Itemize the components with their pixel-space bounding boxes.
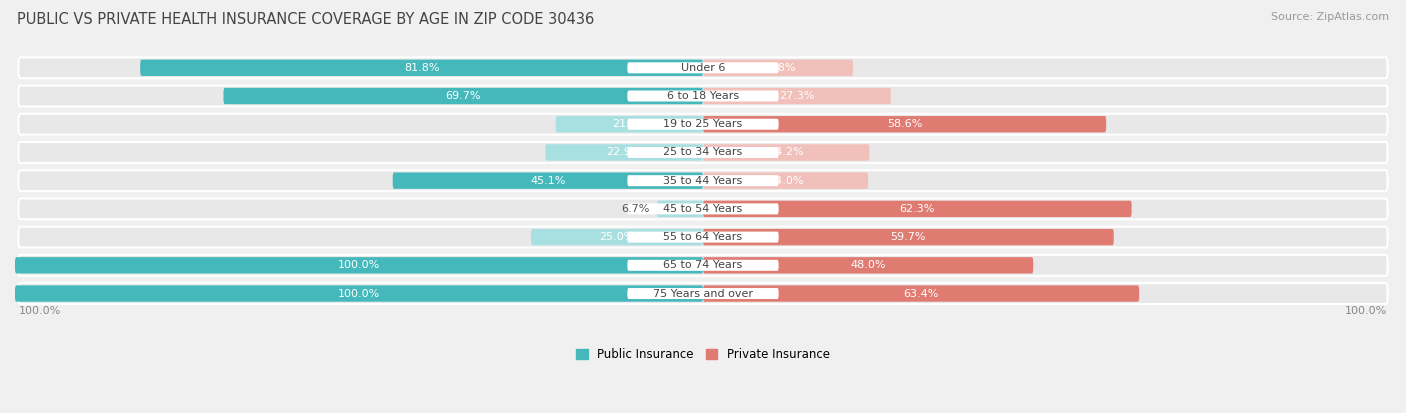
FancyBboxPatch shape	[18, 170, 1388, 191]
Text: 100.0%: 100.0%	[337, 260, 380, 271]
FancyBboxPatch shape	[627, 175, 779, 186]
Text: 6 to 18 Years: 6 to 18 Years	[666, 91, 740, 101]
Text: 63.4%: 63.4%	[904, 289, 939, 299]
Text: 75 Years and over: 75 Years and over	[652, 289, 754, 299]
Text: PUBLIC VS PRIVATE HEALTH INSURANCE COVERAGE BY AGE IN ZIP CODE 30436: PUBLIC VS PRIVATE HEALTH INSURANCE COVER…	[17, 12, 595, 27]
FancyBboxPatch shape	[627, 62, 779, 73]
FancyBboxPatch shape	[703, 59, 853, 76]
Text: 100.0%: 100.0%	[337, 289, 380, 299]
FancyBboxPatch shape	[657, 201, 703, 217]
Legend: Public Insurance, Private Insurance: Public Insurance, Private Insurance	[571, 343, 835, 366]
Text: 81.8%: 81.8%	[404, 63, 439, 73]
Text: 65 to 74 Years: 65 to 74 Years	[664, 260, 742, 271]
FancyBboxPatch shape	[703, 144, 869, 161]
FancyBboxPatch shape	[18, 114, 1388, 135]
Text: 69.7%: 69.7%	[446, 91, 481, 101]
FancyBboxPatch shape	[703, 201, 1132, 217]
FancyBboxPatch shape	[18, 57, 1388, 78]
FancyBboxPatch shape	[627, 232, 779, 242]
FancyBboxPatch shape	[627, 288, 779, 299]
FancyBboxPatch shape	[703, 173, 868, 189]
Text: Source: ZipAtlas.com: Source: ZipAtlas.com	[1271, 12, 1389, 22]
Text: 27.3%: 27.3%	[779, 91, 814, 101]
Text: 19 to 25 Years: 19 to 25 Years	[664, 119, 742, 129]
FancyBboxPatch shape	[531, 229, 703, 245]
Text: 25 to 34 Years: 25 to 34 Years	[664, 147, 742, 157]
FancyBboxPatch shape	[18, 142, 1388, 163]
Text: 21.4%: 21.4%	[612, 119, 647, 129]
FancyBboxPatch shape	[18, 227, 1388, 247]
FancyBboxPatch shape	[546, 144, 703, 161]
FancyBboxPatch shape	[627, 119, 779, 130]
Text: 48.0%: 48.0%	[851, 260, 886, 271]
FancyBboxPatch shape	[703, 229, 1114, 245]
Text: 24.0%: 24.0%	[768, 176, 803, 186]
Text: 21.8%: 21.8%	[761, 63, 796, 73]
FancyBboxPatch shape	[15, 285, 703, 302]
FancyBboxPatch shape	[18, 198, 1388, 219]
FancyBboxPatch shape	[627, 260, 779, 271]
FancyBboxPatch shape	[703, 116, 1107, 133]
Text: 100.0%: 100.0%	[1346, 306, 1388, 316]
Text: 45.1%: 45.1%	[530, 176, 565, 186]
FancyBboxPatch shape	[703, 257, 1033, 273]
FancyBboxPatch shape	[18, 283, 1388, 304]
FancyBboxPatch shape	[703, 88, 891, 104]
Text: 24.2%: 24.2%	[769, 147, 804, 157]
FancyBboxPatch shape	[15, 257, 703, 273]
Text: 100.0%: 100.0%	[18, 306, 60, 316]
Text: 62.3%: 62.3%	[900, 204, 935, 214]
FancyBboxPatch shape	[627, 90, 779, 102]
Text: 55 to 64 Years: 55 to 64 Years	[664, 232, 742, 242]
Text: 59.7%: 59.7%	[890, 232, 927, 242]
Text: 45 to 54 Years: 45 to 54 Years	[664, 204, 742, 214]
Text: Under 6: Under 6	[681, 63, 725, 73]
FancyBboxPatch shape	[627, 147, 779, 158]
FancyBboxPatch shape	[18, 85, 1388, 107]
Text: 22.9%: 22.9%	[606, 147, 643, 157]
FancyBboxPatch shape	[141, 59, 703, 76]
Text: 58.6%: 58.6%	[887, 119, 922, 129]
FancyBboxPatch shape	[18, 255, 1388, 276]
Text: 6.7%: 6.7%	[621, 204, 650, 214]
FancyBboxPatch shape	[627, 203, 779, 214]
Text: 25.0%: 25.0%	[599, 232, 634, 242]
FancyBboxPatch shape	[392, 173, 703, 189]
Text: 35 to 44 Years: 35 to 44 Years	[664, 176, 742, 186]
FancyBboxPatch shape	[555, 116, 703, 133]
FancyBboxPatch shape	[703, 285, 1139, 302]
FancyBboxPatch shape	[224, 88, 703, 104]
